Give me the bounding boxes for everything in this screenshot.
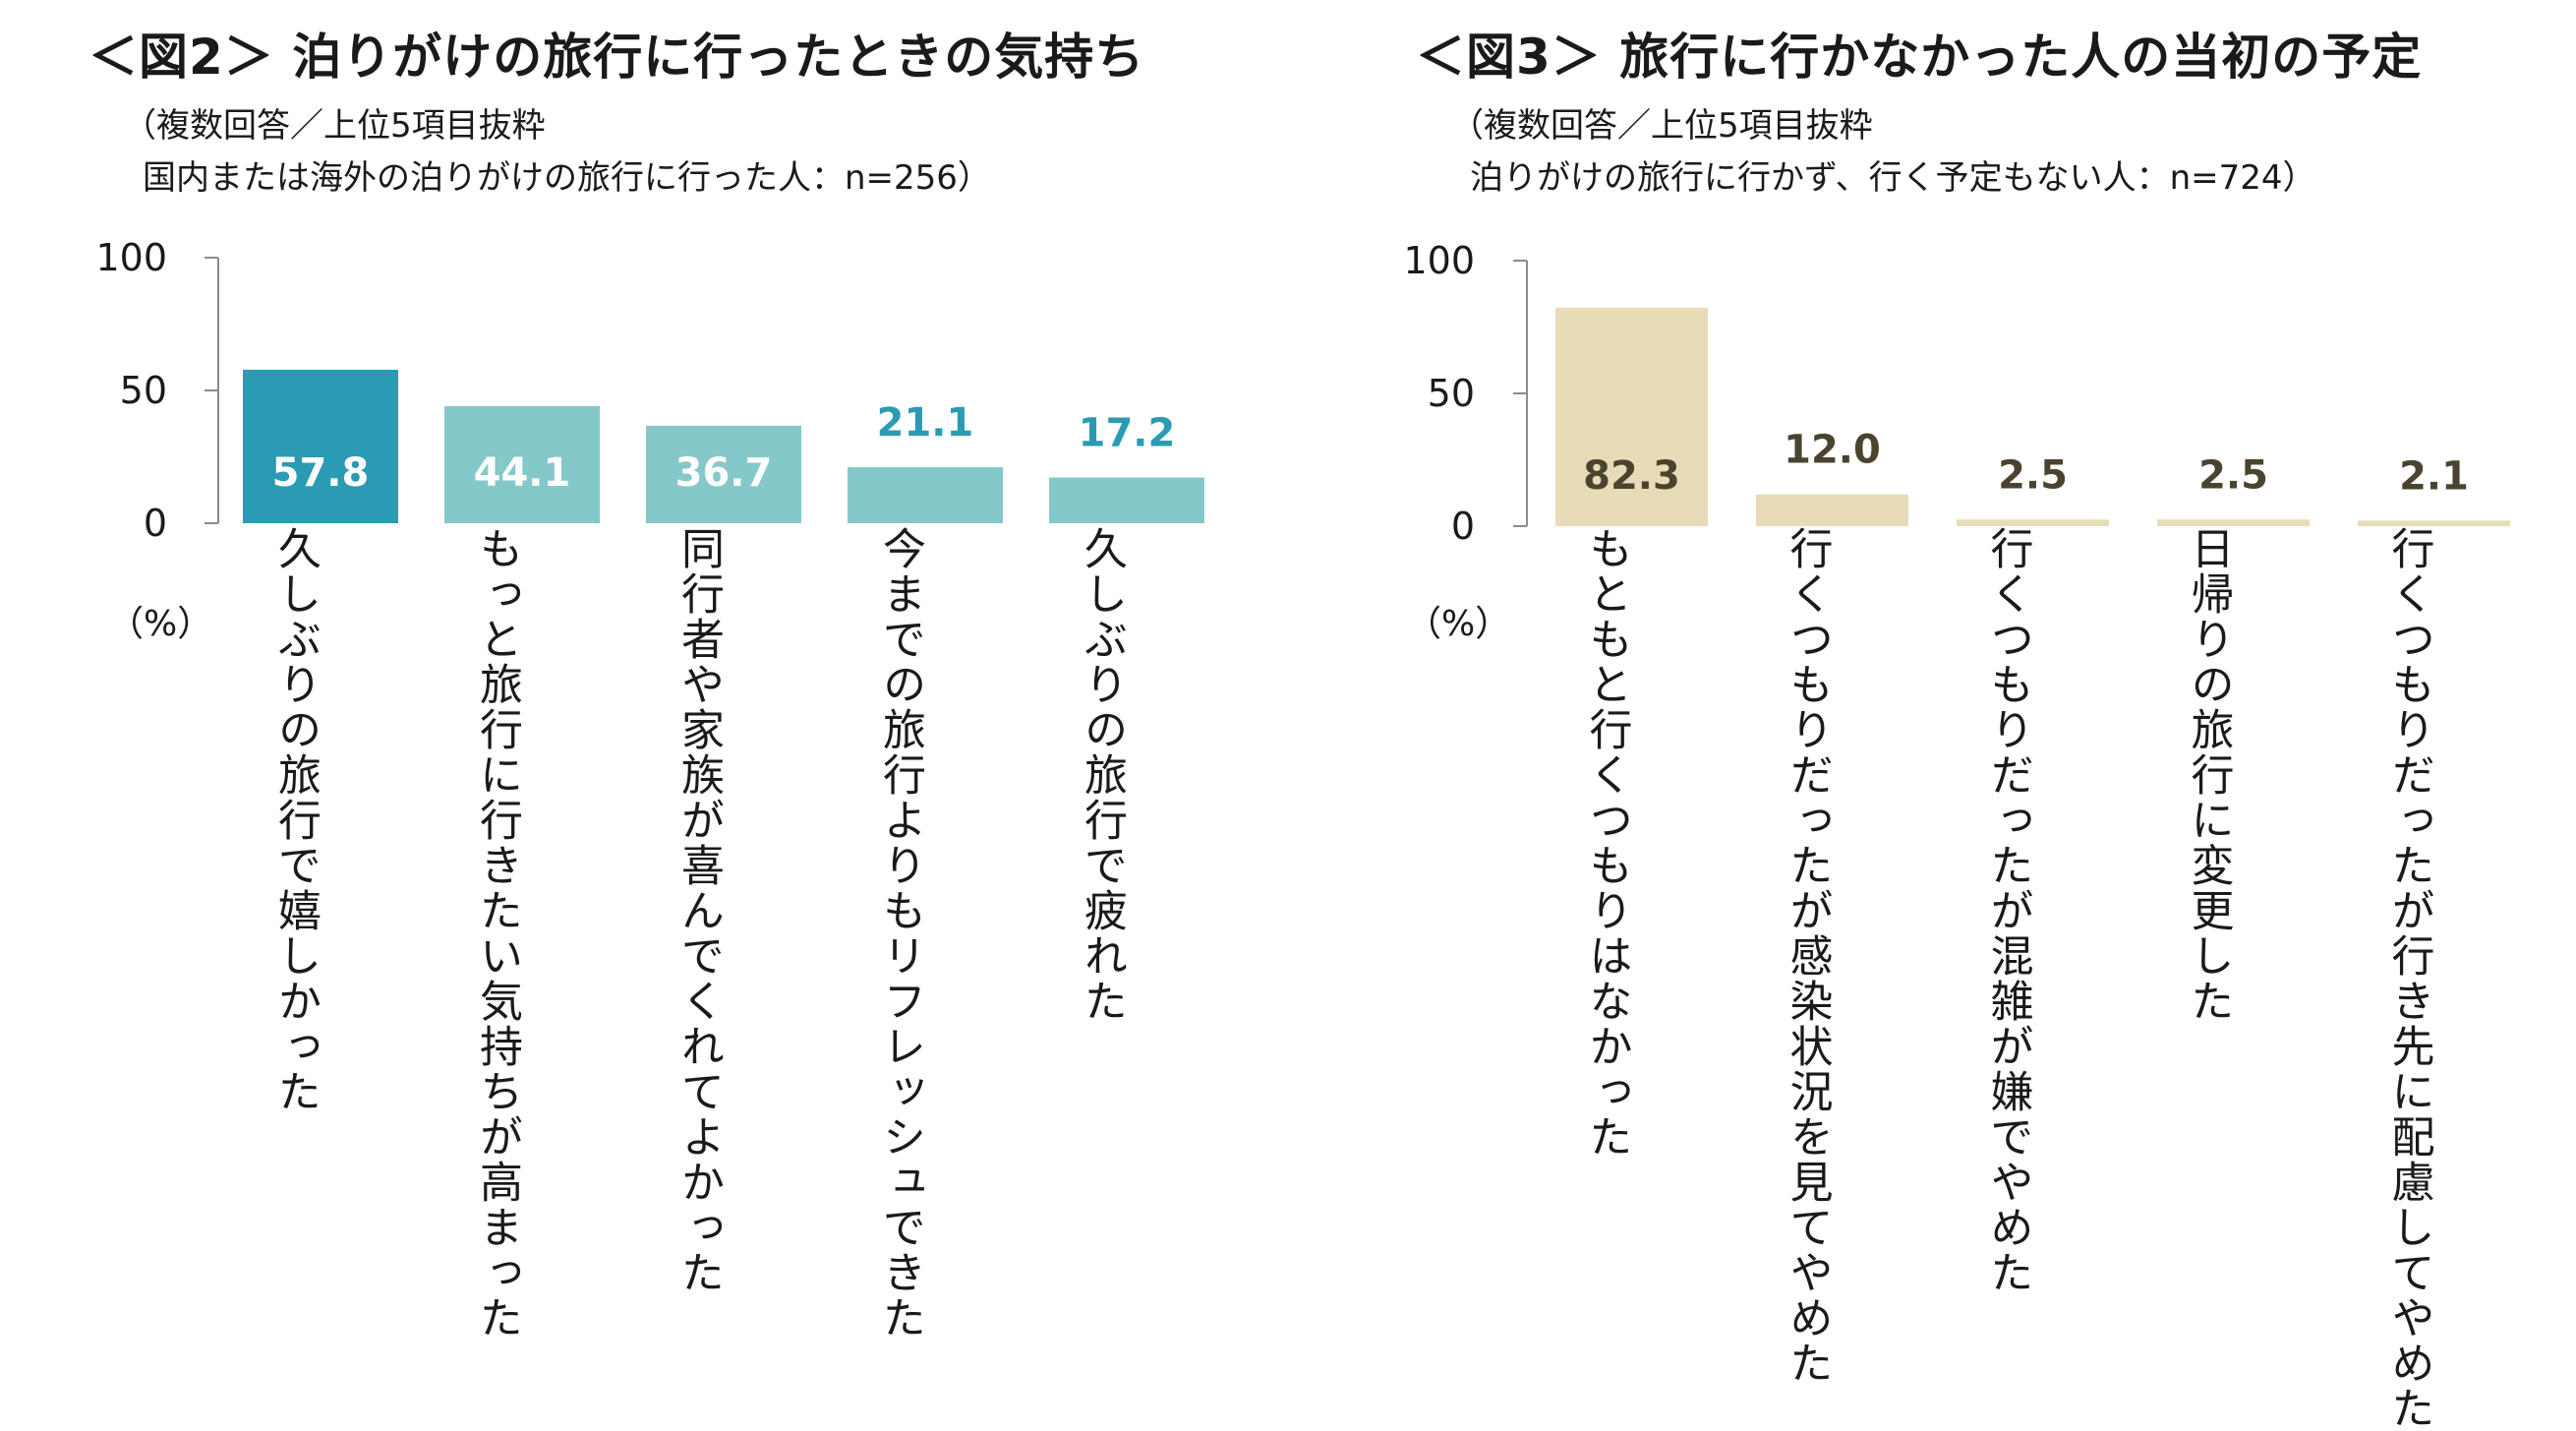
category-label: 今までの旅行よりもリフレッシュできた — [875, 526, 925, 1341]
unit-label: （%） — [1406, 604, 1511, 644]
y-tick-label: 50 — [1428, 372, 1475, 415]
chart-note-line2: 泊りがけの旅行に行かず、行く予定もない人：n=724） — [1470, 158, 2316, 198]
category-label: 行くつもりだったが行き先に配慮してやめた — [2383, 526, 2434, 1431]
bar — [1555, 307, 1708, 526]
category-label: もっと旅行に行きたい気持ちが高まった — [472, 526, 522, 1341]
chart-note-line2: 国内または海外の泊りがけの旅行に行った人：n=256） — [143, 158, 991, 198]
bar — [1957, 519, 2109, 526]
unit-label: （%） — [108, 604, 213, 644]
y-tick-label: 0 — [144, 502, 167, 545]
chart-note-line1: （複数回答／上位5項目抜粋 — [123, 106, 546, 146]
data-label: 2.5 — [2198, 452, 2268, 498]
category-label: 日帰りの旅行に変更した — [2183, 526, 2234, 1024]
category-label: もともと行くつもりはなかった — [1581, 526, 1632, 1160]
category-label: 行くつもりだったが感染状況を見てやめた — [1782, 526, 1833, 1386]
category-label: 同行者や家族が喜んでくれてよかった — [673, 526, 724, 1295]
bar — [848, 467, 1003, 523]
data-label: 12.0 — [1784, 428, 1881, 473]
y-tick-label: 0 — [1451, 505, 1475, 548]
data-label: 2.5 — [1998, 452, 2068, 498]
bar — [444, 405, 600, 523]
data-label: 44.1 — [474, 450, 571, 496]
data-label: 57.8 — [272, 450, 370, 496]
bar-chart: 0 50 100 57.8 44.1 36.7 21.1 17.2 — [95, 236, 1204, 545]
bar — [243, 369, 398, 523]
category-label: 久しぶりの旅行で疲れた — [1077, 526, 1127, 1024]
chart-title: ＜図3＞ 旅行に行かなかった人の当初の予定 — [1416, 29, 2423, 86]
chart-note-line1: （複数回答／上位5項目抜粋 — [1450, 106, 1873, 146]
bar — [2157, 519, 2310, 526]
bar — [1049, 477, 1204, 523]
data-label: 2.1 — [2399, 453, 2469, 499]
data-label: 36.7 — [675, 450, 773, 496]
bar — [1756, 494, 1908, 526]
figure2-panel: ＜図2＞ 泊りがけの旅行に行ったときの気持ち （複数回答／上位5項目抜粋 国内ま… — [0, 0, 1288, 1341]
data-label: 82.3 — [1583, 453, 1680, 499]
y-tick-label: 100 — [95, 236, 167, 279]
bar — [2358, 520, 2510, 526]
figure3-panel: ＜図3＞ 旅行に行かなかった人の当初の予定 （複数回答／上位5項目抜粋 泊りがけ… — [1288, 0, 2576, 1431]
bar — [646, 425, 801, 523]
category-label: 久しぶりの旅行で嬉しかった — [270, 526, 321, 1114]
y-tick-label: 100 — [1403, 239, 1475, 282]
bar-chart: 0 50 100 82.3 12.0 2.5 2.5 2.1 — [1403, 239, 2510, 548]
chart-title: ＜図2＞ 泊りがけの旅行に行ったときの気持ち — [88, 29, 1145, 86]
data-label: 17.2 — [1079, 411, 1176, 456]
y-tick-label: 50 — [120, 369, 167, 412]
category-label: 行くつもりだったが混雑が嫌でやめた — [1982, 526, 2033, 1295]
data-label: 21.1 — [877, 400, 974, 446]
